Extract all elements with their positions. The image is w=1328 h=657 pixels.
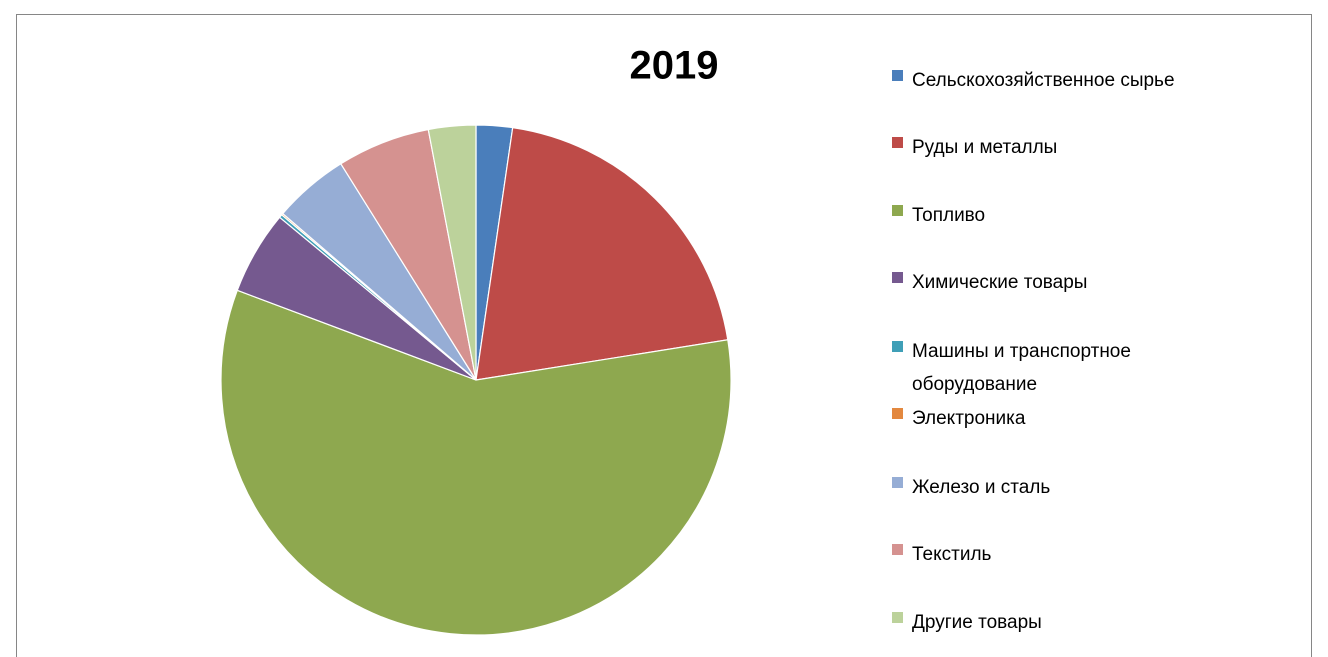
legend-item: Сельскохозяйственное сырье bbox=[892, 64, 1175, 97]
legend-item: Электроника bbox=[892, 402, 1025, 435]
legend-item: Другие товары bbox=[892, 606, 1042, 639]
legend-item: Руды и металлы bbox=[892, 131, 1057, 164]
legend-item: Текстиль bbox=[892, 538, 991, 571]
legend-swatch bbox=[892, 341, 903, 352]
pie-slice bbox=[475, 126, 729, 381]
legend-item: Машины и транспортное оборудование bbox=[892, 335, 1247, 401]
legend-swatch bbox=[892, 477, 903, 488]
legend-swatch bbox=[892, 272, 903, 283]
legend-label: Текстиль bbox=[912, 544, 992, 565]
legend-swatch bbox=[892, 70, 903, 81]
legend-item: Химические товары bbox=[892, 266, 1087, 299]
legend-item: Железо и сталь bbox=[892, 471, 1050, 504]
chart-border bbox=[16, 14, 1312, 657]
legend-label: Сельскохозяйственное сырье bbox=[912, 70, 1175, 91]
legend-label: Руды и металлы bbox=[912, 137, 1058, 158]
chart-title: 2019 bbox=[630, 44, 719, 88]
legend-label: Химические товары bbox=[912, 272, 1088, 293]
pie-slice bbox=[220, 289, 732, 636]
legend-label: Топливо bbox=[912, 205, 986, 226]
legend-label: Железо и сталь bbox=[912, 477, 1051, 498]
legend-item: Топливо bbox=[892, 199, 985, 232]
legend-swatch bbox=[892, 205, 903, 216]
legend-label: Другие товары bbox=[912, 612, 1042, 633]
pie-slice bbox=[427, 124, 477, 381]
legend-swatch bbox=[892, 408, 903, 419]
legend-swatch bbox=[892, 137, 903, 148]
legend-swatch bbox=[892, 612, 903, 623]
legend-label: Электроника bbox=[912, 408, 1026, 429]
legend-swatch bbox=[892, 544, 903, 555]
legend-label: Машины и транспортное оборудование bbox=[912, 341, 1131, 395]
